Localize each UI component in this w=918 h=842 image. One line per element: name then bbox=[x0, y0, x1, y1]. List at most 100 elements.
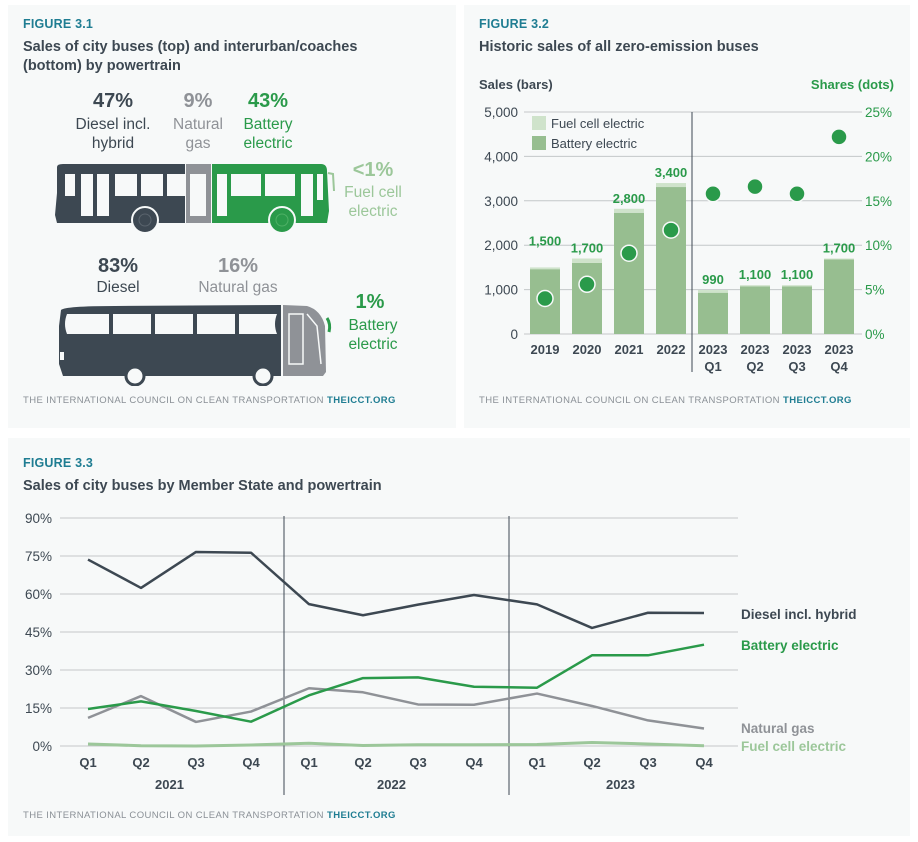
label-line: hybrid bbox=[91, 135, 135, 152]
credit-link[interactable]: THEICCT.ORG bbox=[783, 395, 852, 406]
x-tick-label: 2022 bbox=[657, 342, 686, 357]
x-tick-label: Q2 bbox=[354, 755, 371, 770]
x-tick-label: Q4 bbox=[695, 755, 713, 770]
city-natural-gas-label: Natural gas bbox=[163, 115, 233, 153]
figure-3-1-panel: FIGURE 3.1 Sales of city buses (top) and… bbox=[8, 5, 456, 428]
credit-link[interactable]: THEICCT.ORG bbox=[327, 810, 396, 821]
x-tick-label: 2019 bbox=[531, 342, 560, 357]
x-group-label: 2021 bbox=[155, 777, 184, 792]
share-dot bbox=[620, 244, 638, 262]
coach-diesel-pct: 83% bbox=[97, 255, 139, 277]
legend-swatch-fuel-cell bbox=[532, 116, 546, 130]
share-dot bbox=[746, 177, 764, 196]
bar-total-label: 1,700 bbox=[571, 241, 604, 256]
wheel-icon bbox=[268, 206, 296, 233]
y2-tick-label: 25% bbox=[865, 105, 892, 120]
city-bus-icon bbox=[55, 164, 335, 233]
label-line: Battery bbox=[348, 317, 398, 334]
x-tick-label: Q3 bbox=[409, 755, 426, 770]
bar-total-label: 1,700 bbox=[823, 241, 856, 256]
coach-battery-label: Battery electric bbox=[333, 316, 413, 354]
y-tick-label: 5,000 bbox=[484, 105, 518, 120]
bar-total-label: 3,400 bbox=[655, 165, 688, 180]
share-dot bbox=[662, 221, 680, 239]
bar-battery-electric bbox=[572, 262, 602, 334]
y2-tick-label: 15% bbox=[865, 194, 892, 209]
label-line: electric bbox=[348, 203, 398, 220]
x-tick-label: Q3 bbox=[788, 359, 805, 374]
y-tick-label: 60% bbox=[25, 587, 52, 602]
x-tick-label: 2023 bbox=[699, 342, 728, 357]
bar-battery-electric bbox=[656, 187, 686, 334]
city-natural-gas-pct: 9% bbox=[183, 90, 213, 112]
y-tick-label: 15% bbox=[25, 701, 52, 716]
figure-label: FIGURE 3.1 bbox=[23, 17, 94, 31]
label-line: electric bbox=[348, 336, 398, 353]
bar-total-label: 1,500 bbox=[529, 233, 562, 248]
bar-fuel-cell-electric bbox=[740, 285, 770, 287]
bar-fuel-cell-electric bbox=[614, 208, 644, 213]
line-diesel bbox=[87, 550, 705, 630]
bar-fuel-cell-electric bbox=[698, 290, 728, 293]
bar-fuel-cell-electric bbox=[572, 258, 602, 263]
zero-emission-sales-chart: Sales (bars) Shares (dots) 0 1,000 2,000 3,00… bbox=[479, 77, 894, 374]
figure-title-line1: Sales of city buses (top) and interurban… bbox=[23, 39, 358, 55]
x-tick-label: 2023 bbox=[825, 342, 854, 357]
share-dot bbox=[578, 275, 596, 294]
wheel-icon bbox=[124, 365, 146, 386]
line-battery-electric bbox=[87, 643, 705, 723]
x-tick-label: 2023 bbox=[783, 342, 812, 357]
credit-text: THE INTERNATIONAL COUNCIL ON CLEAN TRANS… bbox=[23, 395, 324, 406]
share-dot bbox=[788, 184, 806, 203]
credit-line: THE INTERNATIONAL COUNCIL ON CLEAN TRANS… bbox=[23, 810, 396, 821]
city-diesel-label: Diesel incl. hybrid bbox=[53, 115, 173, 153]
y-tick-label: 0% bbox=[32, 739, 52, 754]
bar-fuel-cell-electric bbox=[656, 183, 686, 188]
bar-fuel-cell-electric bbox=[782, 285, 812, 287]
bar-battery-electric bbox=[782, 286, 812, 334]
y-tick-label: 90% bbox=[25, 511, 52, 526]
coach-bus-battery-mirror bbox=[325, 317, 332, 333]
share-dot bbox=[830, 128, 848, 146]
y-tick-label: 0 bbox=[510, 327, 518, 342]
share-dot bbox=[536, 289, 554, 308]
city-fuel-cell-label: Fuel cell electric bbox=[330, 183, 416, 221]
figure-title: Historic sales of all zero-emission buse… bbox=[479, 39, 759, 55]
legend-label-fuel-cell: Fuel cell electric bbox=[551, 116, 645, 131]
x-tick-label: Q1 bbox=[528, 755, 545, 770]
figure-3-3-panel: FIGURE 3.3 Sales of city buses by Member… bbox=[8, 438, 910, 836]
bar-battery-electric bbox=[698, 292, 728, 334]
y-tick-label: 4,000 bbox=[484, 149, 518, 164]
credit-link[interactable]: THEICCT.ORG bbox=[327, 395, 396, 406]
x-group-label: 2022 bbox=[377, 777, 406, 792]
x-tick-label: Q3 bbox=[639, 755, 656, 770]
y-axis-title-left: Sales (bars) bbox=[479, 77, 553, 92]
city-diesel-pct: 47% bbox=[92, 90, 134, 112]
legend-swatch-battery bbox=[532, 136, 546, 150]
coach-natural-gas-label: Natural gas bbox=[198, 279, 278, 296]
city-fuel-cell-pct: <1% bbox=[352, 159, 394, 181]
city-bus-fuel-cell-mirror bbox=[327, 172, 335, 192]
credit-text: THE INTERNATIONAL COUNCIL ON CLEAN TRANS… bbox=[479, 395, 780, 406]
label-line: electric bbox=[243, 135, 293, 152]
bar-battery-electric bbox=[824, 259, 854, 334]
bar-battery-electric bbox=[740, 286, 770, 334]
wheel-icon bbox=[131, 206, 159, 233]
x-tick-label: 2021 bbox=[615, 342, 644, 357]
x-tick-label: Q1 bbox=[704, 359, 721, 374]
y2-tick-label: 10% bbox=[865, 238, 892, 253]
line-natural-gas bbox=[87, 686, 705, 730]
figure-label: FIGURE 3.2 bbox=[479, 17, 550, 31]
x-group-label: 2023 bbox=[606, 777, 635, 792]
x-tick-label: 2023 bbox=[741, 342, 770, 357]
label-line: Battery bbox=[243, 116, 293, 133]
bar-total-label: 1,100 bbox=[739, 267, 772, 282]
x-tick-label: 2020 bbox=[573, 342, 602, 357]
coach-battery-pct: 1% bbox=[355, 291, 385, 313]
x-tick-label: Q4 bbox=[465, 755, 483, 770]
line-fuel-cell-electric bbox=[87, 740, 705, 748]
x-tick-label: Q3 bbox=[187, 755, 204, 770]
series-label: Fuel cell electric bbox=[741, 739, 847, 754]
label-line: Natural bbox=[173, 116, 223, 133]
coach-bus-icon bbox=[59, 305, 332, 386]
